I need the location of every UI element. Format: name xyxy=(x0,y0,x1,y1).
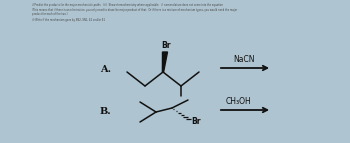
Text: CH₃OH: CH₃OH xyxy=(226,97,252,106)
Polygon shape xyxy=(162,52,168,72)
Text: ii) Write if the mechanism goes by SN2, SN1, E2 and/or E1: ii) Write if the mechanism goes by SN2, … xyxy=(32,18,105,22)
Text: A.: A. xyxy=(100,65,111,75)
Text: (This means that if there is an elimination, you only need to draw the major pro: (This means that if there is an eliminat… xyxy=(32,7,237,11)
Text: Br: Br xyxy=(161,41,171,50)
Text: Br: Br xyxy=(191,117,201,126)
Text: i) Predict the products for the major mechanistic paths   (iii)  Show stereochem: i) Predict the products for the major me… xyxy=(32,3,223,7)
Text: B.: B. xyxy=(100,108,112,117)
Text: NaCN: NaCN xyxy=(233,55,254,64)
Text: product for each of the two.): product for each of the two.) xyxy=(32,12,68,16)
